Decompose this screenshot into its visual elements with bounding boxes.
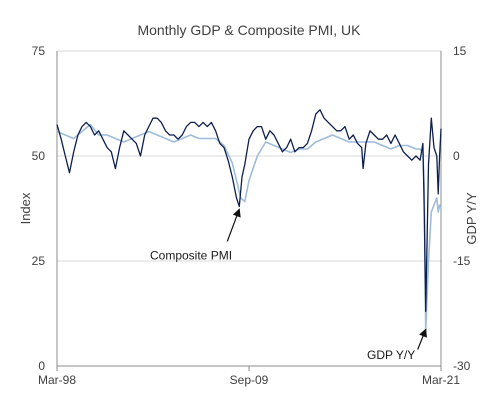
annotation-composite-pmi: Composite PMI: [150, 248, 232, 262]
gdp-yy-line: [56, 123, 442, 332]
y-right-tick-label: 15: [453, 44, 467, 58]
y-right-tick-label: 0: [453, 149, 460, 163]
y-right-tick-label: -30: [453, 359, 471, 373]
annotation-arrow-pmi: [226, 208, 241, 242]
tick-labels: 0 25 50 75 -30 -15 0 15 Mar-98 Sep-09 Mar-21 Index G…: [18, 44, 479, 387]
y-left-tick-label: 50: [32, 149, 46, 163]
annotation-arrow-gdp: [417, 328, 427, 350]
y-left-axis-label: Index: [18, 192, 33, 224]
y-right-tick-label: -15: [453, 254, 471, 268]
x-tick-label: Sep-09: [230, 373, 269, 387]
axes: [56, 51, 442, 371]
annotation-gdp-yy: GDP Y/Y: [367, 348, 415, 362]
x-tick-label: Mar-21: [422, 373, 460, 387]
composite-pmi-line: [56, 109, 442, 313]
y-left-tick-label: 0: [38, 359, 45, 373]
grid-lines: [57, 50, 441, 367]
x-tick-label: Mar-98: [38, 373, 76, 387]
y-right-axis-label: GDP Y/Y: [464, 192, 479, 245]
series-lines: [56, 109, 442, 332]
y-left-tick-label: 25: [32, 254, 46, 268]
y-left-tick-label: 75: [32, 44, 46, 58]
annotations: Composite PMI GDP Y/Y: [150, 208, 427, 362]
chart-title: Monthly GDP & Composite PMI, UK: [137, 22, 361, 38]
